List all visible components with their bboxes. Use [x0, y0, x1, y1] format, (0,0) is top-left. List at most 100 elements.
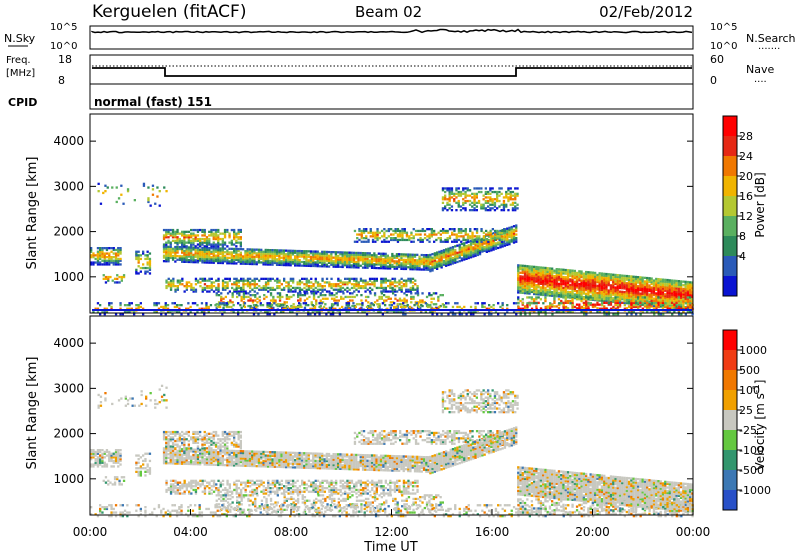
heatmap-cell: [253, 255, 256, 258]
heatmap-cell: [384, 261, 387, 265]
heatmap-cell: [600, 292, 604, 295]
heatmap-cell: [178, 239, 181, 242]
heatmap-cell: [652, 284, 656, 288]
heatmap-cell: [677, 285, 680, 288]
heatmap-cell: [142, 313, 145, 316]
heatmap-cell: [659, 300, 662, 303]
heatmap-cell: [625, 294, 628, 298]
heatmap-cell: [535, 287, 538, 290]
heatmap-cell: [564, 305, 568, 309]
heatmap-cell: [580, 283, 583, 286]
heatmap-cell: [307, 313, 310, 316]
heatmap-cell: [488, 249, 491, 253]
heatmap-cell: [233, 228, 236, 232]
heatmap-cell: [548, 274, 552, 277]
heatmap-cell: [609, 298, 613, 301]
heatmap-cell: [542, 290, 545, 293]
heatmap-cell: [517, 302, 520, 305]
heatmap-cell: [387, 235, 390, 238]
heatmap-cell: [94, 254, 97, 257]
heatmap-cell: [598, 293, 601, 297]
heatmap-cell: [176, 246, 179, 249]
heatmap-cell: [166, 307, 170, 310]
heatmap-cell: [603, 274, 606, 277]
heatmap-cell: [105, 311, 109, 314]
heatmap-cell: [355, 257, 358, 260]
heatmap-cell: [650, 295, 653, 298]
heatmap-cell: [519, 311, 522, 314]
heatmap-cell: [393, 288, 397, 291]
heatmap-cell: [445, 257, 448, 260]
heatmap-cell: [303, 292, 307, 295]
heatmap-cell: [609, 295, 613, 298]
heatmap-cell: [285, 254, 288, 258]
heatmap-cell: [174, 288, 177, 291]
heatmap-cell: [364, 252, 367, 255]
heatmap-cell: [235, 253, 238, 256]
heatmap-cell: [185, 253, 188, 256]
heatmap-cell: [239, 255, 242, 258]
heatmap-cell: [281, 295, 284, 299]
heatmap-cell: [380, 285, 383, 288]
heatmap-cell: [171, 236, 175, 239]
heatmap-cell: [110, 247, 113, 250]
heatmap-cell: [285, 281, 288, 284]
heatmap-cell: [169, 228, 172, 232]
heatmap-cell: [542, 282, 545, 286]
heatmap-cell: [332, 313, 335, 316]
heatmap-cell: [114, 254, 118, 257]
heatmap-cell: [498, 231, 501, 234]
heatmap-cell: [425, 254, 428, 257]
heatmap-cell: [607, 311, 611, 314]
heatmap-cell: [432, 297, 435, 300]
heatmap-cell: [657, 285, 660, 288]
heatmap-cell: [206, 279, 209, 282]
heatmap-cell: [582, 290, 585, 293]
heatmap-cell: [560, 279, 563, 282]
heatmap-cell: [571, 285, 574, 289]
heatmap-cell: [360, 294, 363, 297]
heatmap-cell: [323, 281, 326, 284]
heatmap-cell: [510, 233, 513, 236]
heatmap-cell: [323, 254, 326, 257]
heatmap-cell: [416, 285, 419, 288]
heatmap-cell: [650, 288, 653, 291]
heatmap-cell: [530, 269, 533, 272]
heatmap-cell: [383, 299, 386, 302]
heatmap-cell: [437, 299, 440, 302]
heatmap-cell: [103, 263, 106, 266]
heatmap-cell: [548, 278, 552, 281]
heatmap-cell: [530, 296, 533, 299]
heatmap-cell: [643, 302, 647, 305]
heatmap-cell: [639, 294, 642, 297]
heatmap-cell: [108, 256, 111, 259]
heatmap-cell: [311, 304, 314, 307]
heatmap-cell: [526, 286, 529, 290]
heatmap-cell: [210, 232, 213, 235]
heatmap-cell: [487, 201, 490, 204]
heatmap-cell: [246, 257, 249, 260]
heatmap-cell: [457, 229, 461, 233]
heatmap-cell: [174, 239, 177, 242]
heatmap-cell: [430, 235, 433, 238]
heatmap-cell: [553, 278, 556, 281]
heatmap-cell: [275, 263, 279, 266]
heatmap-cell: [562, 304, 565, 307]
heatmap-cell: [477, 190, 481, 194]
heatmap-cell: [429, 311, 432, 314]
heatmap-cell: [205, 257, 209, 261]
heatmap-cell: [112, 248, 115, 252]
heatmap-cell: [237, 302, 240, 305]
heatmap-cell: [562, 268, 565, 271]
heatmap-cell: [201, 243, 204, 246]
heatmap-cell: [444, 198, 447, 201]
heatmap-cell: [287, 260, 290, 263]
heatmap-cell: [395, 256, 399, 259]
heatmap-cell: [508, 226, 511, 229]
heatmap-cell: [411, 257, 414, 260]
heatmap-cell: [411, 255, 414, 258]
heatmap-cell: [587, 291, 590, 294]
heatmap-cell: [196, 248, 200, 251]
heatmap-cell: [670, 293, 674, 297]
heatmap-cell: [372, 304, 375, 307]
